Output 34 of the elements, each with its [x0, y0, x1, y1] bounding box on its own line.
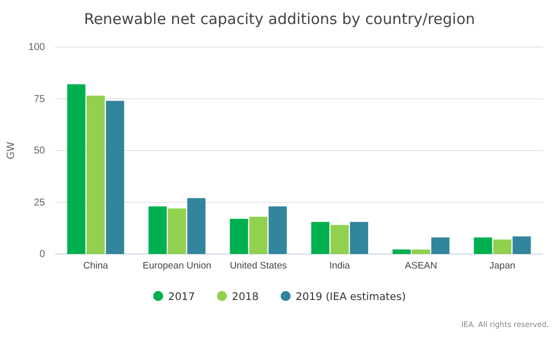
x-tick-label: China: [83, 260, 109, 272]
bar: [311, 222, 330, 254]
y-tick-label: 75: [34, 94, 46, 105]
y-tick-label: 0: [39, 249, 46, 260]
bar: [392, 249, 411, 254]
bar: [67, 84, 86, 254]
bar: [230, 218, 248, 254]
legend-label: 2019 (IEA estimates): [296, 291, 406, 303]
x-tick-label: Japan: [489, 260, 516, 272]
x-tick-label: India: [329, 260, 351, 272]
bar: [268, 206, 287, 254]
bar: [86, 96, 105, 254]
y-tick-label: 50: [34, 146, 46, 157]
x-tick-label: United States: [230, 260, 288, 272]
bar: [168, 208, 186, 254]
bar: [431, 237, 450, 254]
legend-label: 2018: [232, 291, 259, 303]
bar: [412, 249, 430, 254]
bar: [106, 100, 124, 254]
bar: [330, 225, 349, 254]
bar: [474, 237, 492, 254]
bar: [148, 206, 167, 254]
y-tick-label: 100: [28, 42, 46, 54]
bar: [493, 240, 512, 254]
bar: [512, 236, 531, 254]
bar: [187, 198, 206, 254]
bar: [249, 216, 268, 254]
chart-title: Renewable net capacity additions by country/region: [84, 10, 476, 28]
x-tick-label: European Union: [142, 260, 212, 272]
y-tick-label: 25: [34, 197, 46, 208]
y-axis-title: GW: [6, 142, 17, 160]
legend-label: 2017: [168, 291, 195, 303]
x-tick-label: ASEAN: [404, 260, 438, 272]
bar: [350, 222, 368, 254]
